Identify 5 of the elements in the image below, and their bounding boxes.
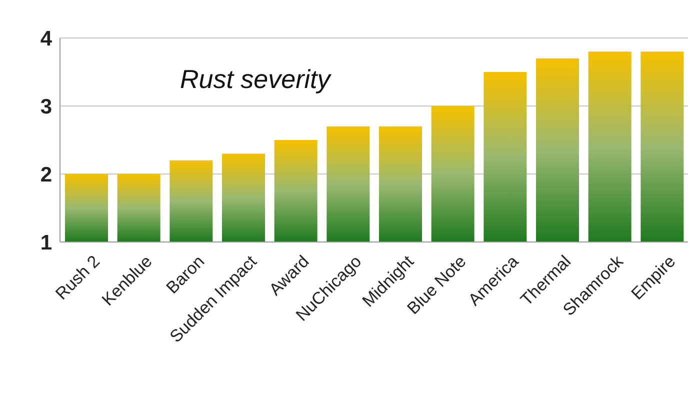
text: Rust severity <box>180 64 330 95</box>
y-tick-label: 1 <box>40 231 52 254</box>
y-tick-label: 4 <box>40 27 52 50</box>
y-tick-label: 2 <box>40 163 52 186</box>
y-tick-label: 3 <box>40 95 52 118</box>
